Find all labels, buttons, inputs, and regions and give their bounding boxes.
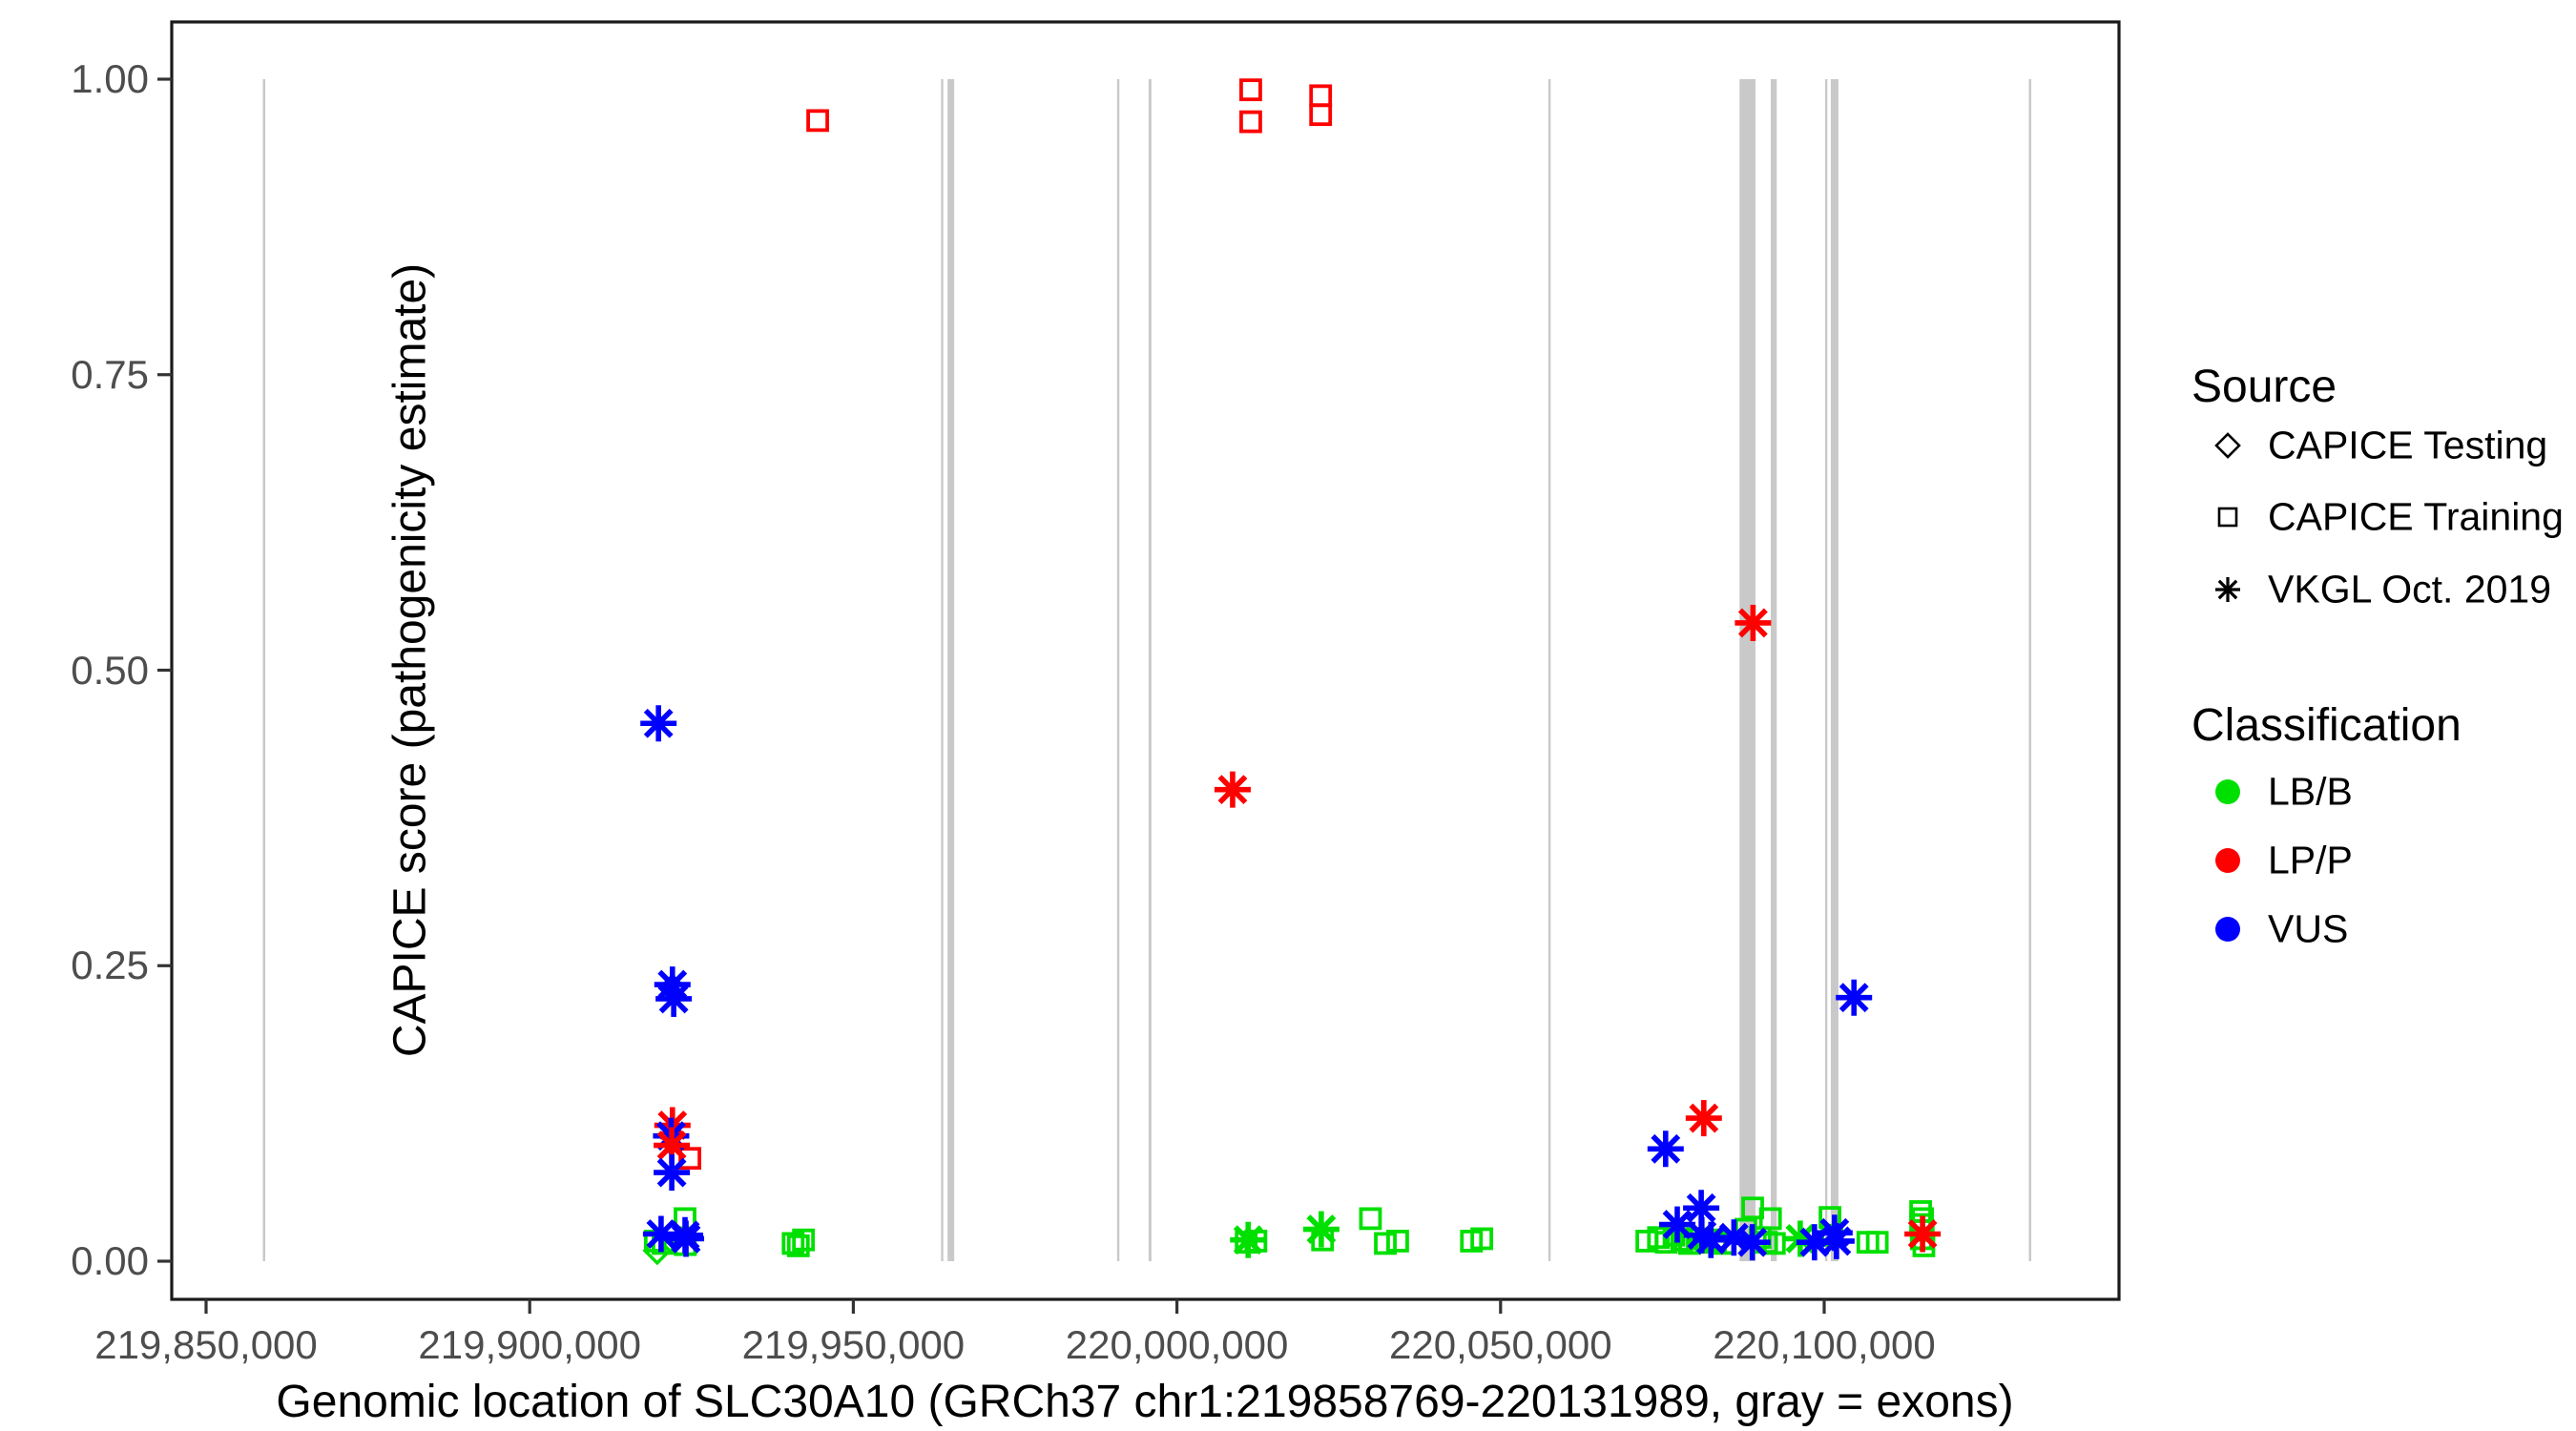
exon-bar	[262, 79, 266, 1261]
legend-label-diamond: CAPICE Testing	[2268, 423, 2548, 467]
x-tick-label: 220,100,000	[1713, 1322, 1936, 1367]
y-tick-label: 0.25	[71, 943, 149, 988]
asterisk-point-icon	[1214, 771, 1251, 808]
asterisk-point-icon	[1647, 1130, 1684, 1168]
vus-dot-icon	[2215, 917, 2240, 942]
exon-bar	[1824, 79, 1828, 1261]
y-tick-label: 0.50	[71, 647, 149, 693]
lpp-dot-icon	[2215, 848, 2240, 873]
classification-legend-title: Classification	[2192, 700, 2462, 751]
square-point-icon	[1309, 84, 1333, 108]
asterisk-point-icon	[1836, 979, 1873, 1016]
square-point-icon	[786, 1234, 810, 1257]
asterisk-point-icon	[655, 980, 693, 1017]
asterisk-point-icon	[1230, 1221, 1267, 1258]
square-point-icon	[1865, 1231, 1889, 1255]
exon-bar	[1148, 79, 1152, 1261]
x-tick-label: 219,950,000	[741, 1322, 966, 1367]
dot-icon	[2215, 848, 2240, 873]
exon-bar	[1830, 79, 1839, 1261]
x-tick-label: 220,000,000	[1065, 1322, 1289, 1367]
legend-row-asterisk: VKGL Oct. 2019	[2188, 561, 2569, 618]
square-point-icon	[806, 109, 829, 133]
square-point-icon	[1386, 1230, 1409, 1253]
asterisk-point-icon	[668, 1220, 705, 1257]
panel-border	[170, 20, 2121, 1301]
asterisk-point-icon	[1904, 1215, 1942, 1253]
asterisk-point-icon	[1734, 1224, 1771, 1261]
square-icon	[2217, 507, 2238, 528]
y-axis-title: CAPICE score (pathogenicity estimate)	[384, 262, 436, 1058]
asterisk-icon	[2215, 577, 2240, 602]
legend-label-class-2: VUS	[2268, 906, 2349, 951]
y-tick-label: 0.75	[71, 351, 149, 397]
diamond-point-icon	[2214, 432, 2241, 459]
square-point-icon	[1309, 103, 1333, 127]
exon-bar	[1116, 79, 1120, 1261]
y-tick-label: 0.00	[71, 1238, 149, 1283]
legend-label-asterisk: VKGL Oct. 2019	[2268, 567, 2552, 612]
asterisk-point-icon	[1685, 1100, 1722, 1137]
legend-label-class-1: LP/P	[2268, 838, 2353, 882]
square-point-icon	[678, 1147, 702, 1171]
exon-bar	[941, 79, 944, 1261]
x-tick-label: 220,050,000	[1389, 1322, 1612, 1367]
exon-bar	[1770, 79, 1777, 1261]
square-point-icon	[792, 1228, 816, 1252]
asterisk-point-icon	[1818, 1222, 1855, 1259]
asterisk-point-icon	[654, 1154, 691, 1192]
diamond-icon	[2214, 432, 2241, 459]
legend-row-diamond: CAPICE Testing	[2188, 417, 2569, 474]
legend-label-class-0: LB/B	[2268, 769, 2353, 814]
legend-row-class-1: LP/P	[2188, 832, 2569, 889]
square-point-icon	[1239, 110, 1262, 134]
x-tick-label: 219,900,000	[418, 1322, 641, 1367]
legend-label-square: CAPICE Training	[2268, 494, 2564, 539]
dot-icon	[2215, 779, 2240, 804]
square-point-icon	[1359, 1207, 1382, 1231]
dot-icon	[2215, 917, 2240, 942]
exon-bar	[947, 79, 955, 1261]
source-legend-title: Source	[2192, 362, 2337, 412]
exon-bar	[1548, 79, 1551, 1261]
exon-bar	[2028, 79, 2032, 1261]
lbb-dot-icon	[2215, 779, 2240, 804]
x-axis-title: Genomic location of SLC30A10 (GRCh37 chr…	[276, 1377, 2014, 1427]
exon-bar	[1739, 79, 1755, 1261]
square-point-icon	[1374, 1232, 1397, 1255]
asterisk-point-icon	[640, 705, 677, 742]
asterisk-point-icon	[1735, 604, 1772, 641]
x-tick-label: 219,850,000	[94, 1322, 318, 1367]
legend-row-class-0: LB/B	[2188, 763, 2569, 820]
asterisk-point-icon	[2215, 577, 2240, 602]
y-tick-label: 1.00	[71, 56, 149, 101]
legend-row-class-2: VUS	[2188, 901, 2569, 958]
asterisk-point-icon	[1302, 1211, 1340, 1248]
square-point-icon	[1239, 78, 1262, 102]
legend-row-square: CAPICE Training	[2188, 488, 2569, 546]
square-point-icon	[1470, 1227, 1494, 1251]
square-point-icon	[2217, 507, 2238, 528]
